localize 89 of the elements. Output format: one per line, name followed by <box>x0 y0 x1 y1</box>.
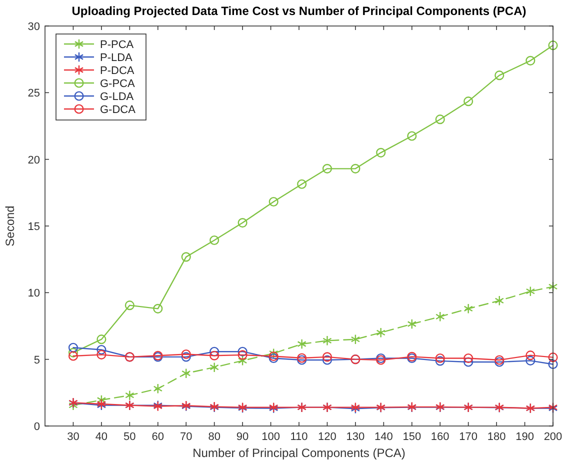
point <box>125 390 134 401</box>
point <box>238 218 248 228</box>
point <box>436 311 445 322</box>
point <box>297 338 306 350</box>
x-tick-label: 100 <box>262 431 280 443</box>
point <box>526 56 536 66</box>
point <box>96 350 106 360</box>
point <box>350 334 360 345</box>
x-tick-label: 60 <box>152 431 164 443</box>
x-tick-label: 40 <box>95 431 108 443</box>
legend-label: P-DCA <box>100 65 135 77</box>
legend-label: G-DCA <box>100 104 136 116</box>
chart-title: Uploading Projected Data Time Cost vs Number of Principal Components (PCA) <box>72 4 526 18</box>
point <box>494 70 504 80</box>
x-tick-label: 70 <box>180 431 192 443</box>
point <box>376 327 386 338</box>
point <box>464 357 474 367</box>
point <box>407 318 416 330</box>
point <box>548 359 558 370</box>
point <box>526 356 536 366</box>
point <box>68 348 78 358</box>
point <box>68 351 78 361</box>
point <box>210 350 220 360</box>
point <box>182 368 191 379</box>
point <box>548 281 558 292</box>
point <box>526 350 536 360</box>
point <box>268 348 278 359</box>
x-axis-title: Number of Principal Components (PCA) <box>192 446 406 460</box>
point <box>96 334 106 344</box>
point <box>153 304 163 314</box>
point <box>68 400 78 411</box>
legend-label: P-LDA <box>100 52 134 64</box>
point <box>548 40 558 50</box>
y-tick-label: 25 <box>28 88 40 100</box>
x-tick-label: 110 <box>290 431 308 443</box>
point <box>376 148 386 158</box>
x-tick-label: 190 <box>516 431 534 443</box>
y-tick-label: 10 <box>28 288 40 300</box>
point <box>153 383 162 394</box>
point <box>238 355 248 366</box>
point <box>181 349 191 360</box>
point <box>350 164 360 174</box>
x-tick-label: 90 <box>236 431 249 443</box>
point <box>464 303 473 314</box>
point <box>238 350 248 360</box>
point <box>124 300 134 310</box>
x-tick-label: 50 <box>124 431 136 443</box>
y-tick-label: 5 <box>34 354 40 366</box>
point <box>407 131 417 141</box>
point <box>322 164 332 174</box>
point <box>435 356 445 366</box>
y-tick-label: 20 <box>28 154 40 166</box>
point <box>435 114 445 124</box>
y-tick-label: 0 <box>34 421 40 433</box>
point <box>464 353 474 364</box>
x-tick-label: 140 <box>374 431 393 443</box>
point <box>68 342 78 352</box>
y-tick-label: 15 <box>28 221 40 233</box>
point <box>322 335 332 346</box>
point <box>181 252 191 262</box>
legend-label: G-PCA <box>100 78 136 90</box>
x-tick-label: 200 <box>544 431 562 443</box>
x-tick-label: 120 <box>318 431 336 443</box>
legend-label: G-LDA <box>100 91 134 103</box>
legend-label: P-PCA <box>100 39 134 51</box>
point <box>210 235 220 246</box>
y-tick-label: 30 <box>28 21 40 33</box>
point <box>548 352 558 362</box>
point <box>494 295 504 306</box>
x-tick-label: 80 <box>208 431 220 443</box>
point <box>210 362 219 373</box>
point <box>322 352 332 362</box>
point <box>322 355 332 365</box>
x-tick-label: 130 <box>346 431 365 443</box>
point <box>181 352 191 362</box>
point <box>268 196 278 207</box>
point <box>526 286 536 297</box>
x-tick-label: 170 <box>459 431 478 443</box>
point <box>210 346 220 356</box>
x-tick-label: 160 <box>430 431 450 443</box>
point <box>96 344 106 355</box>
x-tick-label: 30 <box>67 431 80 443</box>
point <box>238 346 248 356</box>
y-axis-title: Second <box>3 206 17 246</box>
point <box>435 353 445 364</box>
point <box>464 96 474 106</box>
x-tick-label: 180 <box>487 431 506 443</box>
x-tick-label: 150 <box>402 431 422 443</box>
point <box>297 179 307 189</box>
